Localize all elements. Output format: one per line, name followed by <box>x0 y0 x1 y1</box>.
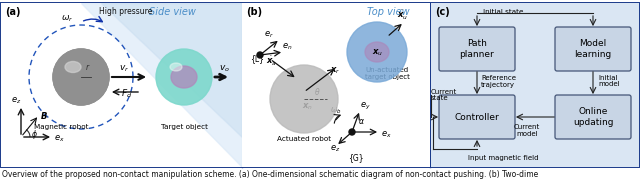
Text: $\boldsymbol{x}_u$: $\boldsymbol{x}_u$ <box>372 48 383 59</box>
Text: (c): (c) <box>435 7 450 17</box>
Text: $\boldsymbol{v_o}$: $\boldsymbol{v_o}$ <box>219 64 230 74</box>
Text: {L}: {L} <box>250 54 264 63</box>
Circle shape <box>257 52 263 58</box>
Text: $\boldsymbol{x}_r$: $\boldsymbol{x}_r$ <box>330 65 340 75</box>
Circle shape <box>77 73 85 81</box>
Text: (b): (b) <box>246 7 262 17</box>
Polygon shape <box>81 3 242 167</box>
Text: $\boldsymbol{e_x}$: $\boldsymbol{e_x}$ <box>381 129 392 139</box>
Bar <box>1 3 639 167</box>
Text: $\boldsymbol{e_z}$: $\boldsymbol{e_z}$ <box>11 95 21 105</box>
Ellipse shape <box>65 61 81 73</box>
Ellipse shape <box>365 42 389 62</box>
Ellipse shape <box>171 66 197 88</box>
Circle shape <box>53 49 109 105</box>
Text: Top view: Top view <box>367 7 410 17</box>
Circle shape <box>53 49 109 105</box>
Text: Input magnetic field: Input magnetic field <box>468 155 538 161</box>
Text: Reference
trajectory: Reference trajectory <box>481 74 516 88</box>
Text: $\boldsymbol{e_r}$: $\boldsymbol{e_r}$ <box>264 30 274 40</box>
Text: $\boldsymbol{F_d}$: $\boldsymbol{F_d}$ <box>121 88 132 101</box>
Text: High pressure: High pressure <box>99 7 153 16</box>
Text: Side view: Side view <box>149 7 196 17</box>
FancyBboxPatch shape <box>555 27 631 71</box>
Text: $\dot{\boldsymbol{x}}_a$: $\dot{\boldsymbol{x}}_a$ <box>266 55 277 68</box>
Circle shape <box>349 129 355 135</box>
Text: Current
model: Current model <box>514 124 540 137</box>
Text: $\boldsymbol{x}_n$: $\boldsymbol{x}_n$ <box>302 102 313 112</box>
Text: Current
state: Current state <box>431 88 457 101</box>
Text: Actuated robot: Actuated robot <box>277 136 331 142</box>
Text: $\alpha$: $\alpha$ <box>358 117 365 126</box>
FancyBboxPatch shape <box>439 95 515 139</box>
Text: $\boldsymbol{v_r}$: $\boldsymbol{v_r}$ <box>119 64 129 74</box>
Text: $\boldsymbol{e_n}$: $\boldsymbol{e_n}$ <box>282 41 292 51</box>
Circle shape <box>56 52 106 102</box>
Text: $\boldsymbol{e_x}$: $\boldsymbol{e_x}$ <box>54 134 65 145</box>
Text: $\omega_b$: $\omega_b$ <box>330 105 342 115</box>
Text: Online
updating: Online updating <box>573 107 613 127</box>
Text: Magnetic robot: Magnetic robot <box>34 124 88 130</box>
Text: Overview of the proposed non-contact manipulation scheme. (a) One-dimensional sc: Overview of the proposed non-contact man… <box>2 170 538 179</box>
Text: Target object: Target object <box>161 124 207 130</box>
Text: $\boldsymbol{B}$: $\boldsymbol{B}$ <box>40 110 48 121</box>
Text: Controller: Controller <box>454 112 499 122</box>
Circle shape <box>63 59 99 95</box>
Text: r: r <box>86 63 89 72</box>
FancyBboxPatch shape <box>555 95 631 139</box>
Text: Initial
model: Initial model <box>598 74 620 88</box>
Circle shape <box>270 65 338 133</box>
Circle shape <box>347 22 407 82</box>
Text: Model
learning: Model learning <box>574 39 612 59</box>
Circle shape <box>72 68 90 86</box>
Text: {G}: {G} <box>348 153 364 162</box>
Circle shape <box>58 53 104 101</box>
Text: Un-actuated
target object: Un-actuated target object <box>365 67 410 80</box>
Circle shape <box>59 55 103 99</box>
Circle shape <box>67 62 96 92</box>
Circle shape <box>156 49 212 105</box>
FancyBboxPatch shape <box>439 27 515 71</box>
Circle shape <box>68 64 94 90</box>
Polygon shape <box>101 3 242 137</box>
Circle shape <box>79 76 83 78</box>
Text: $\dot{\boldsymbol{x}}_u$: $\dot{\boldsymbol{x}}_u$ <box>397 9 408 22</box>
Text: $\boldsymbol{e_z}$: $\boldsymbol{e_z}$ <box>330 143 340 153</box>
Text: $\phi$: $\phi$ <box>31 128 38 141</box>
Circle shape <box>78 74 84 80</box>
Text: $\theta$: $\theta$ <box>314 86 321 97</box>
Circle shape <box>74 70 88 84</box>
Ellipse shape <box>170 63 182 71</box>
Circle shape <box>69 65 93 89</box>
Circle shape <box>60 56 102 98</box>
Text: $\boldsymbol{e_y}$: $\boldsymbol{e_y}$ <box>360 101 371 112</box>
Text: (a): (a) <box>5 7 20 17</box>
Circle shape <box>62 58 100 96</box>
Circle shape <box>54 50 108 104</box>
Text: $\boldsymbol{\omega_r}$: $\boldsymbol{\omega_r}$ <box>61 14 74 25</box>
Circle shape <box>65 61 97 93</box>
Circle shape <box>70 67 92 87</box>
Circle shape <box>75 71 87 83</box>
Text: Path
planner: Path planner <box>460 39 494 59</box>
Text: Initial state: Initial state <box>483 9 524 15</box>
